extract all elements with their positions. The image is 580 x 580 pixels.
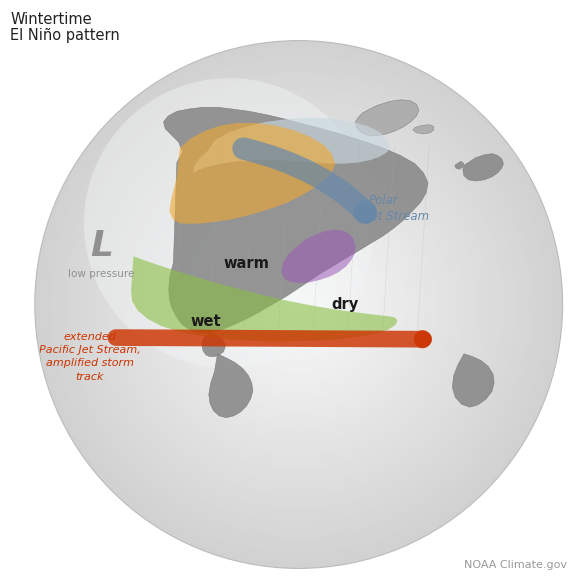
Circle shape	[88, 93, 510, 516]
Circle shape	[118, 124, 479, 485]
Text: warm: warm	[223, 256, 270, 271]
Circle shape	[66, 71, 532, 538]
Circle shape	[255, 260, 343, 349]
Circle shape	[114, 120, 483, 489]
Circle shape	[259, 265, 338, 344]
Circle shape	[251, 256, 347, 353]
Text: dry: dry	[332, 297, 358, 312]
Polygon shape	[281, 230, 356, 283]
Circle shape	[145, 151, 452, 458]
Circle shape	[198, 204, 400, 405]
Circle shape	[290, 296, 307, 313]
Circle shape	[263, 269, 334, 340]
Circle shape	[268, 274, 329, 335]
Circle shape	[127, 133, 470, 476]
Circle shape	[84, 78, 374, 368]
Polygon shape	[169, 123, 335, 224]
Circle shape	[202, 208, 396, 401]
Circle shape	[215, 221, 382, 388]
Circle shape	[246, 252, 351, 357]
FancyArrowPatch shape	[116, 338, 423, 340]
Circle shape	[193, 199, 404, 410]
Circle shape	[211, 216, 387, 393]
Polygon shape	[452, 354, 494, 407]
Circle shape	[176, 182, 422, 427]
Polygon shape	[131, 256, 397, 342]
Circle shape	[294, 300, 303, 309]
Text: El Niño pattern: El Niño pattern	[10, 28, 120, 43]
Text: NOAA Climate.gov: NOAA Climate.gov	[464, 560, 567, 570]
Circle shape	[110, 115, 488, 494]
Text: Wintertime: Wintertime	[10, 12, 92, 27]
Circle shape	[233, 238, 365, 371]
Circle shape	[224, 230, 374, 379]
Text: wet: wet	[191, 314, 221, 329]
Polygon shape	[164, 107, 428, 333]
Circle shape	[57, 63, 541, 546]
Circle shape	[74, 80, 523, 529]
Circle shape	[140, 146, 457, 463]
Circle shape	[229, 234, 369, 375]
Circle shape	[79, 85, 519, 524]
Circle shape	[101, 107, 496, 502]
Circle shape	[149, 155, 448, 454]
Circle shape	[52, 58, 545, 551]
Circle shape	[180, 186, 418, 423]
Polygon shape	[463, 154, 503, 181]
Polygon shape	[202, 332, 225, 357]
Text: L: L	[90, 230, 113, 263]
Circle shape	[132, 137, 466, 472]
Circle shape	[285, 291, 312, 318]
Circle shape	[136, 142, 462, 467]
Text: extended
Pacific Jet Stream,
amplified storm
track: extended Pacific Jet Stream, amplified s…	[39, 332, 141, 382]
Circle shape	[154, 160, 444, 450]
Circle shape	[92, 98, 505, 511]
Circle shape	[105, 111, 492, 498]
Circle shape	[44, 49, 554, 560]
Polygon shape	[356, 100, 419, 136]
Circle shape	[206, 212, 391, 397]
Polygon shape	[193, 118, 390, 174]
Circle shape	[171, 177, 426, 432]
Circle shape	[166, 173, 430, 437]
Polygon shape	[413, 125, 434, 134]
Circle shape	[277, 282, 321, 327]
Circle shape	[188, 194, 409, 415]
Polygon shape	[455, 161, 464, 169]
FancyArrowPatch shape	[244, 148, 366, 213]
Circle shape	[70, 76, 527, 533]
Circle shape	[281, 287, 316, 322]
Circle shape	[39, 45, 558, 564]
Circle shape	[184, 190, 413, 419]
Circle shape	[273, 278, 325, 331]
Circle shape	[241, 247, 356, 362]
Polygon shape	[209, 354, 253, 418]
Circle shape	[123, 129, 474, 480]
Circle shape	[96, 102, 501, 507]
Circle shape	[158, 164, 440, 445]
Text: Polar
Jet Stream: Polar Jet Stream	[368, 194, 430, 223]
Circle shape	[61, 67, 536, 542]
Circle shape	[83, 89, 514, 520]
Circle shape	[237, 243, 360, 366]
Circle shape	[219, 225, 378, 384]
Circle shape	[162, 168, 435, 441]
Circle shape	[35, 41, 563, 568]
Text: low pressure: low pressure	[68, 269, 135, 280]
Circle shape	[48, 54, 549, 555]
